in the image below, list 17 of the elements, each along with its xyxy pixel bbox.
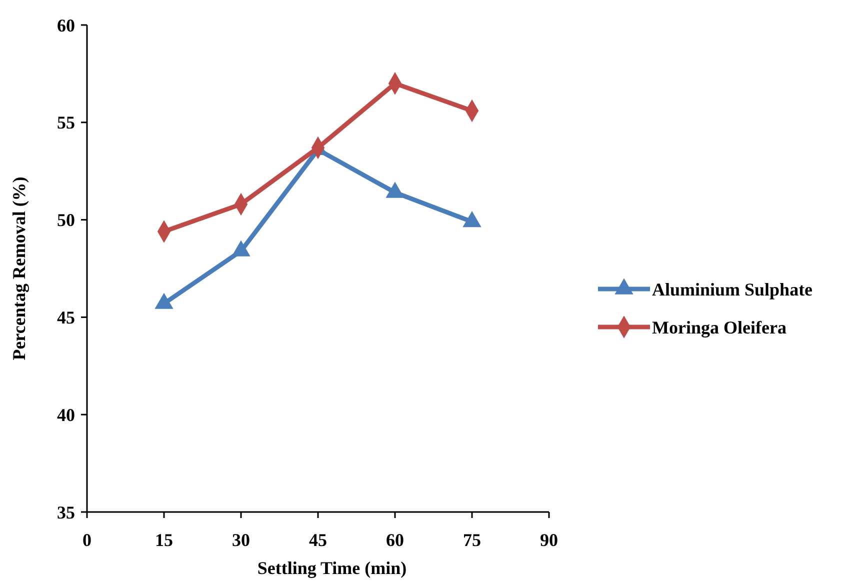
x-tick-label: 75 — [463, 530, 481, 550]
x-tick-label: 30 — [232, 530, 250, 550]
x-tick-label: 90 — [540, 530, 558, 550]
y-tick-label: 50 — [57, 210, 75, 230]
x-tick-label: 0 — [82, 530, 92, 550]
legend-label: Moringa Oleifera — [652, 317, 786, 338]
y-tick-label: 40 — [57, 404, 75, 425]
x-tick-label: 45 — [309, 530, 327, 550]
x-tick-label: 60 — [386, 530, 404, 550]
y-tick-label: 55 — [57, 112, 75, 133]
x-tick-label: 15 — [155, 530, 173, 550]
y-tick-label: 60 — [57, 15, 75, 36]
y-tick-label: 45 — [57, 308, 75, 328]
legend-label: Aluminium Sulphate — [652, 279, 813, 300]
x-axis-title: Settling Time (min) — [257, 558, 407, 578]
y-tick-label: 35 — [57, 502, 75, 522]
y-axis-title: Percentag Removal (%) — [9, 176, 29, 360]
